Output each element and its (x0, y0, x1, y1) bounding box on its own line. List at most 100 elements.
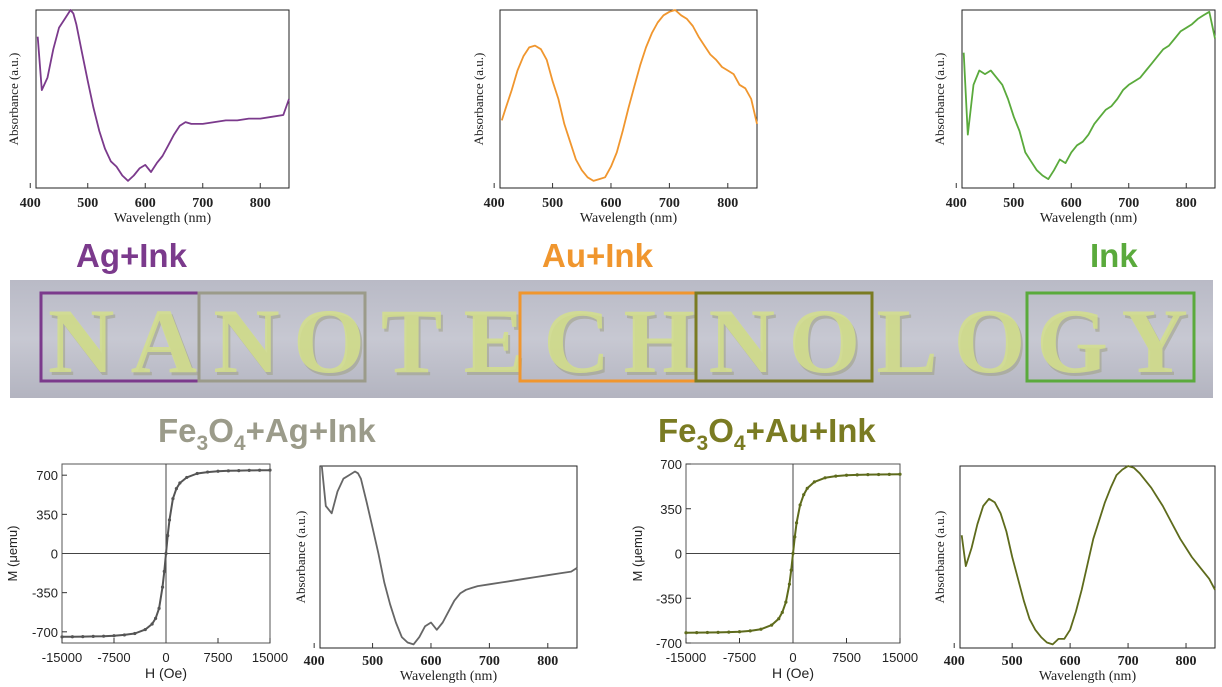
fe3o4-au-ink-label-sub3: 3 (697, 432, 709, 455)
fe3o4-ag-ink-label-fe: Fe (158, 412, 197, 449)
fe3o4-ag-ink-magnetization-point (102, 634, 106, 638)
fe3o4-au-ink-absorbance-xtick-label: 600 (1060, 654, 1081, 669)
fe3o4-au-ink-magnetization-xtick-label: 7500 (832, 650, 861, 665)
banner-letter-shadow: O (956, 293, 1028, 395)
fe3o4-ag-ink-magnetization-ylabel: M (μemu) (5, 526, 20, 582)
fe3o4-au-ink-magnetization-xlabel: H (Oe) (772, 665, 814, 681)
ink-absorbance-xlabel: Wavelength (nm) (1040, 211, 1138, 226)
fe3o4-ag-ink-label-rest: +Ag+Ink (246, 412, 377, 449)
fe3o4-ag-ink-absorbance-xtick-label: 400 (304, 654, 325, 669)
banner-boxes (39, 291, 1196, 383)
fe3o4-ag-ink-magnetization-xtick-label: 0 (162, 650, 169, 665)
fe3o4-au-ink-magnetization-point (798, 503, 802, 507)
fe3o4-ag-ink-magnetization-point (247, 468, 251, 472)
fe3o4-au-ink-magnetization-ylabel: M (μemu) (630, 526, 645, 582)
fe3o4-ag-ink-magnetization-point (258, 468, 262, 472)
banner-letter: T (381, 290, 442, 392)
fe3o4-ag-ink-magnetization-point (166, 534, 170, 538)
banner-letter: N (213, 290, 279, 392)
fe3o4-au-ink-magnetization-point (695, 631, 699, 635)
au-ink-label: Au+Ink (542, 237, 654, 274)
fe3o4-ag-ink-box (197, 291, 367, 383)
fe3o4-au-ink-magnetization-point (791, 551, 795, 556)
banner-background (10, 280, 1213, 398)
au-ink-absorbance-xlabel: Wavelength (nm) (580, 211, 678, 226)
banner-letter-shadow: T (383, 293, 444, 395)
banner-letter: Y (1121, 290, 1187, 392)
fe3o4-ag-ink-absorbance-chart: 400 500 600 700 800 Wavelength (nm) Absorbance… (293, 465, 578, 684)
au-ink-absorbance-xtick-label: 700 (659, 196, 680, 211)
fe3o4-au-ink-box (694, 291, 874, 383)
ag-ink-label: Ag+Ink (76, 237, 188, 274)
ag-ink-absorbance-xtick-label: 400 (20, 196, 41, 211)
banner-letter: H (624, 290, 696, 392)
banner-letter: O (789, 290, 861, 392)
fe3o4-ag-ink-magnetization-point (70, 635, 74, 639)
fe3o4-au-ink-absorbance-xtick-label: 800 (1176, 654, 1197, 669)
banner-letters: NN AA NN OO TT EE CC HH NN OO LL OO GG YY (48, 290, 1190, 395)
banner-letter-shadow: Y (1123, 293, 1189, 395)
fe3o4-au-ink-magnetization-ytick-label: 0 (675, 547, 682, 562)
banner-letter-shadow: A (133, 293, 199, 395)
fe3o4-ag-ink-absorbance-series-line (320, 465, 578, 646)
fe3o4-au-ink-magnetization-point (793, 535, 797, 539)
banner-letter: N (48, 290, 114, 392)
fe3o4-au-ink-magnetization-xtick-label: 0 (789, 650, 796, 665)
fe3o4-au-ink-magnetization-point (784, 600, 788, 604)
fe3o4-ag-ink-label: Fe3O4+Ag+Ink (158, 412, 376, 455)
ag-ink-absorbance-xtick-label: 700 (192, 196, 213, 211)
fe3o4-ag-ink-magnetization-point (154, 616, 158, 620)
fe3o4-au-ink-magnetization-xtick-label: 15000 (882, 650, 918, 665)
fe3o4-au-ink-magnetization-point (877, 472, 881, 477)
fe3o4-ag-ink-magnetization-point (157, 606, 161, 610)
fe3o4-ag-ink-magnetization-point (143, 627, 147, 632)
fe3o4-au-ink-magnetization-point (887, 472, 891, 476)
fe3o4-au-ink-absorbance-chart: 400 500 600 700 800 Wavelength (nm) Absorbance… (932, 465, 1216, 684)
fe3o4-au-ink-magnetization-point (780, 610, 784, 614)
fe3o4-au-ink-label-rest: +Au+Ink (746, 412, 877, 449)
ag-ink-absorbance-plot-frame (35, 9, 290, 189)
banner-letter: G (1036, 290, 1108, 392)
fe3o4-au-ink-magnetization-point (812, 480, 817, 484)
banner-letter: A (131, 290, 197, 392)
fe3o4-au-ink-magnetization-chart: -15000 -7500 0 7500 15000 -700 -350 0 350 700 H (O… (630, 457, 918, 681)
fe3o4-au-ink-magnetization-point (844, 473, 849, 477)
au-ink-absorbance-xtick-label: 400 (484, 196, 505, 211)
fe3o4-au-ink-magnetization-point (802, 493, 806, 497)
banner-letter: E (463, 290, 524, 392)
fe3o4-au-ink-magnetization-point (777, 617, 781, 621)
fe3o4-ag-ink-absorbance-xtick-label: 700 (479, 654, 500, 669)
fe3o4-ag-ink-magnetization-point (171, 497, 175, 501)
fe3o4-au-ink-magnetization-point (834, 474, 838, 478)
fe3o4-au-ink-magnetization-point (716, 630, 720, 634)
ag-ink-absorbance-xtick-label: 800 (250, 196, 271, 211)
au-ink-absorbance-xtick-label: 800 (717, 196, 738, 211)
fe3o4-ag-ink-magnetization-ytick-label: -350 (32, 586, 58, 601)
ink-absorbance-series-line (962, 10, 1216, 181)
fe3o4-au-ink-magnetization-point (705, 630, 710, 635)
au-ink-absorbance-chart: 400 500 600 700 800 Wavelength (nm) Absorbance… (471, 9, 758, 226)
ag-ink-absorbance-xtick-label: 600 (135, 196, 156, 211)
fe3o4-ag-ink-absorbance-xlabel: Wavelength (nm) (400, 669, 498, 684)
fe3o4-ag-ink-magnetization-point (133, 631, 137, 636)
ink-box (1025, 291, 1196, 383)
banner-letter: O (954, 290, 1026, 392)
fe3o4-ag-ink-magnetization-point (91, 634, 95, 638)
fe3o4-ag-ink-magnetization-point (150, 622, 154, 626)
fe3o4-ag-ink-magnetization-point (174, 487, 178, 491)
ag-ink-absorbance-ylabel: Absorbance (a.u.) (6, 53, 21, 146)
fe3o4-au-ink-absorbance-series-line (960, 465, 1216, 646)
banner-letter: O (293, 290, 365, 392)
ink-absorbance-xtick-label: 700 (1118, 196, 1139, 211)
au-ink-absorbance-ylabel: Absorbance (a.u.) (471, 53, 486, 146)
fe3o4-au-ink-label-fe: Fe (658, 412, 697, 449)
fe3o4-au-ink-magnetization-ytick-label: -700 (656, 636, 682, 651)
fe3o4-ag-ink-magnetization-ytick-label: -700 (32, 625, 58, 640)
nanotechnology-banner: NN AA NN OO TT EE CC HH NN OO LL OO GG YY (10, 280, 1213, 398)
ink-absorbance-xtick-label: 600 (1061, 196, 1082, 211)
fe3o4-ag-ink-magnetization-xtick-label: -7500 (97, 650, 130, 665)
ink-label: Ink (1090, 237, 1138, 274)
fe3o4-ag-ink-magnetization-point (237, 469, 241, 473)
ink-absorbance-xtick-label: 500 (1003, 196, 1024, 211)
fe3o4-ag-ink-absorbance-xtick-label: 600 (420, 654, 441, 669)
